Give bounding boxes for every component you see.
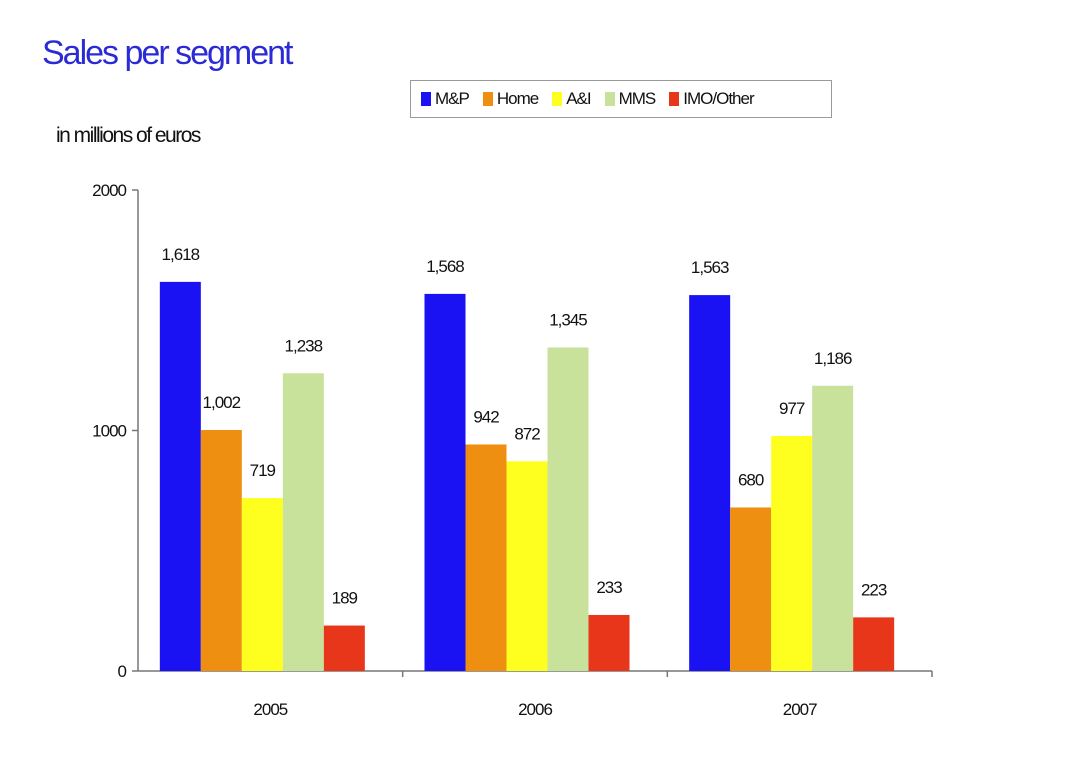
legend-label: M&P	[435, 89, 470, 108]
bar	[730, 507, 772, 671]
legend-item: IMO/Other	[669, 89, 755, 109]
bar-value-label: 223	[861, 580, 887, 599]
bar	[812, 385, 854, 671]
bar	[771, 436, 813, 671]
chart-legend: M&P Home A&I MMS IMO/Other	[410, 80, 832, 118]
legend-swatch	[669, 92, 680, 106]
bar-value-label: 189	[332, 589, 358, 608]
legend-item: M&P	[421, 89, 470, 109]
bar	[241, 498, 283, 671]
bar-value-label: 719	[250, 461, 276, 480]
chart-title: Sales per segment	[42, 34, 293, 72]
legend-swatch	[552, 92, 563, 106]
x-category-label: 2006	[518, 700, 552, 719]
bar-value-label: 680	[738, 470, 764, 489]
bar	[465, 444, 507, 671]
bar	[689, 295, 731, 671]
bar-value-label: 872	[514, 424, 540, 443]
legend-swatch	[604, 92, 615, 106]
legend-label: Home	[496, 89, 539, 108]
bar	[506, 461, 548, 671]
bar	[282, 373, 324, 671]
bar-value-label: 1,345	[549, 311, 587, 330]
bar	[424, 293, 466, 671]
x-category-label: 2005	[253, 700, 287, 719]
bar	[588, 614, 630, 671]
bar-value-label: 1,186	[814, 349, 852, 368]
bar-value-label: 1,238	[285, 336, 323, 355]
bar	[547, 347, 589, 671]
bar-value-label: 1,568	[426, 257, 464, 276]
legend-swatch	[482, 92, 493, 106]
legend-swatch	[421, 92, 431, 106]
y-tick-label: 0	[118, 662, 127, 681]
legend-label: MMS	[618, 89, 657, 108]
legend-label: A&I	[566, 89, 591, 108]
legend-item: A&I	[552, 89, 592, 109]
bar-value-label: 1,618	[162, 245, 200, 264]
bar	[323, 625, 365, 671]
legend-item: MMS	[604, 89, 657, 109]
bar-value-label: 1,002	[203, 393, 241, 412]
bar-value-label: 942	[473, 407, 499, 426]
x-category-label: 2007	[783, 700, 817, 719]
bar	[159, 281, 201, 671]
bar	[200, 430, 242, 671]
bar-value-label: 1,563	[691, 258, 729, 277]
y-axis-unit-label: in millions of euros	[56, 124, 201, 147]
legend-label: IMO/Other	[683, 89, 754, 108]
bar	[853, 617, 895, 671]
y-tick-label: 2000	[92, 181, 126, 200]
bar-value-label: 977	[779, 399, 805, 418]
legend-item: Home	[482, 89, 539, 109]
bar-value-label: 233	[596, 578, 622, 597]
y-tick-label: 1000	[92, 422, 126, 441]
